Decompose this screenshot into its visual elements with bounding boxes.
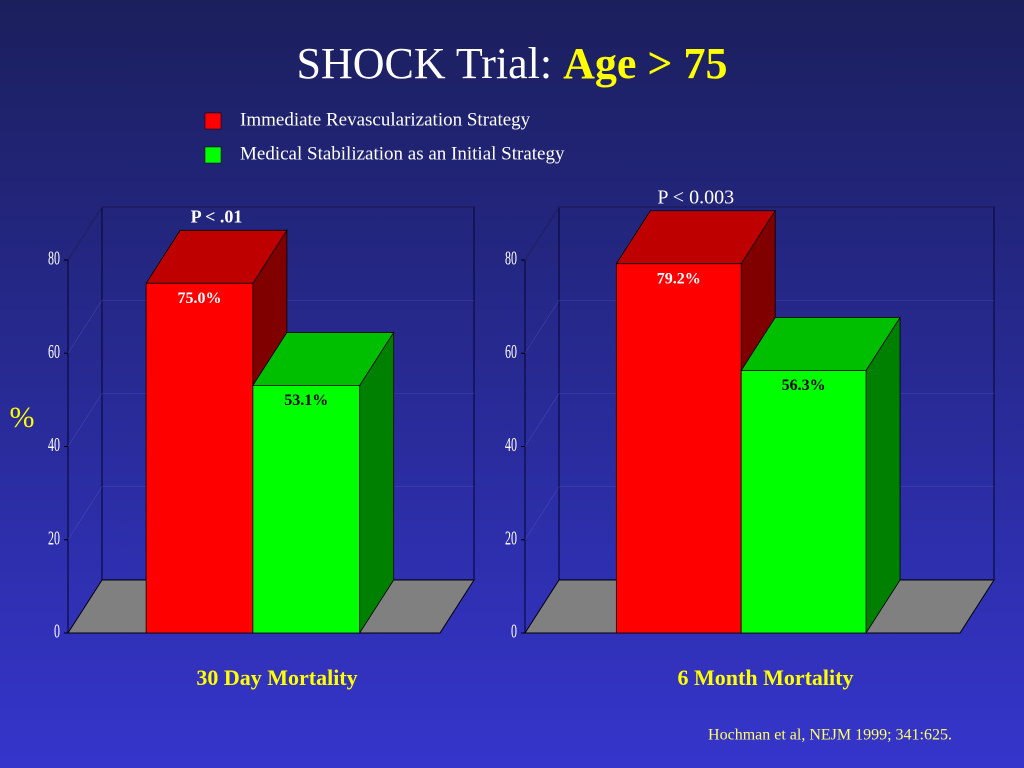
grid-line <box>67 393 103 447</box>
title-highlight: Age > 75 <box>563 39 727 88</box>
y-tick-label: 60 <box>48 340 60 363</box>
category-label: 30 Day Mortality <box>196 665 357 690</box>
y-tick-label: 0 <box>54 619 60 642</box>
legend-swatch <box>204 112 222 130</box>
y-tick-label: 0 <box>511 619 517 642</box>
data-label: 79.2% <box>657 270 701 287</box>
y-tick-label: 80 <box>505 246 517 269</box>
y-tick-label: 80 <box>48 246 60 269</box>
legend-label: Medical Stabilization as an Initial Stra… <box>240 143 565 164</box>
y-tick-label: 40 <box>48 433 60 456</box>
grid-line <box>67 486 103 540</box>
grid-line <box>524 206 560 261</box>
p-value-annotation: P < .01 <box>191 206 243 226</box>
source-note: Hochman et al, NEJM 1999; 341:625. <box>708 727 952 744</box>
grid-line <box>524 393 560 447</box>
bar <box>145 282 254 634</box>
grid-line <box>524 486 560 540</box>
legend-swatch <box>204 146 222 164</box>
y-tick-label: 20 <box>505 526 517 549</box>
data-label: 75.0% <box>178 290 222 307</box>
y-axis-label: % <box>10 401 35 434</box>
y-tick-label: 60 <box>505 340 517 363</box>
grid-line <box>67 206 103 261</box>
bar <box>740 370 867 634</box>
grid-line <box>67 300 103 354</box>
category-label: 6 Month Mortality <box>678 665 854 690</box>
bar <box>615 263 742 634</box>
data-label: 56.3% <box>782 377 826 394</box>
data-label: 53.1% <box>284 392 328 409</box>
legend-label: Immediate Revascularization Strategy <box>240 109 531 130</box>
y-tick-label: 20 <box>48 526 60 549</box>
slide-title: SHOCK Trial: Age > 75 <box>297 39 728 88</box>
p-value-annotation: P < 0.003 <box>657 186 734 208</box>
bar <box>252 385 361 634</box>
grid-line <box>524 300 560 354</box>
title-main: SHOCK Trial: <box>297 39 553 88</box>
bar-side <box>865 316 901 635</box>
y-tick-label: 40 <box>505 433 517 456</box>
